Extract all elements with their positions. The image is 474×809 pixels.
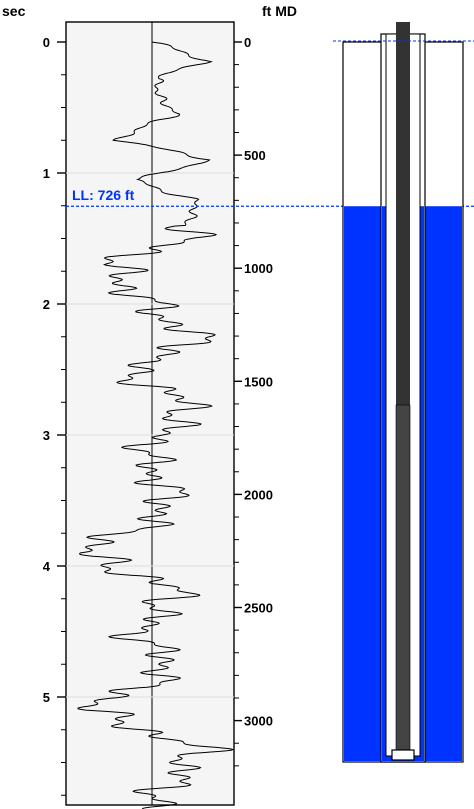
right-tick-label: 1000 bbox=[244, 261, 273, 276]
left-tick-label: 4 bbox=[43, 559, 51, 574]
left-tick-label: 2 bbox=[43, 297, 50, 312]
left-tick-label: 1 bbox=[43, 166, 50, 181]
right-axis: 0 500 1000 1500 2000 2500 3000 bbox=[234, 35, 273, 767]
right-tick-label: 1500 bbox=[244, 374, 273, 389]
left-tick-label: 5 bbox=[43, 690, 50, 705]
sucker-rod-lower bbox=[395, 404, 411, 754]
left-axis-title: sec bbox=[2, 3, 26, 19]
right-tick-label: 2500 bbox=[244, 601, 273, 616]
left-tick-label: 0 bbox=[43, 35, 50, 50]
right-tick-label: 500 bbox=[244, 148, 266, 163]
pump bbox=[391, 749, 415, 761]
wellbore-schematic bbox=[333, 22, 474, 763]
grid-lines bbox=[66, 172, 234, 698]
trace-line bbox=[77, 41, 235, 809]
right-axis-title: ft MD bbox=[262, 3, 297, 19]
right-tick-label: 0 bbox=[244, 35, 251, 50]
trace-plot-area bbox=[65, 21, 235, 806]
sucker-rod-upper bbox=[396, 22, 410, 407]
left-tick-label: 3 bbox=[43, 428, 50, 443]
left-axis: 0 1 2 3 4 5 bbox=[43, 35, 66, 796]
liquid-level-label: LL: 726 ft bbox=[72, 187, 135, 203]
acoustic-trace bbox=[77, 41, 235, 809]
right-tick-label: 3000 bbox=[244, 714, 273, 729]
right-tick-label: 2000 bbox=[244, 487, 273, 502]
